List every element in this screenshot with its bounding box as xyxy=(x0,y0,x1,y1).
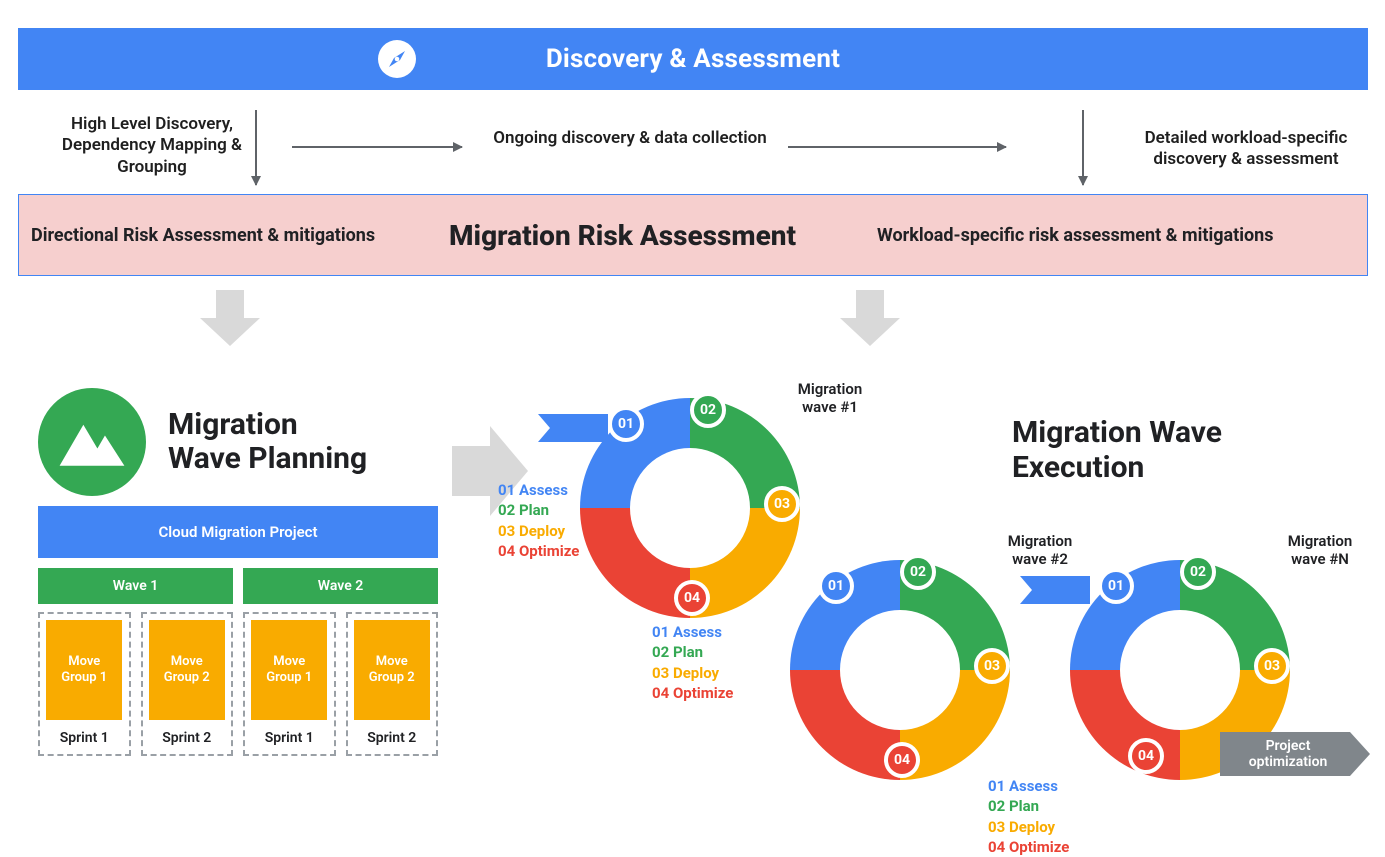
wave-bar: Wave 1 xyxy=(38,568,233,604)
flow-down-arrow-icon xyxy=(840,290,900,350)
cloud-migration-project: Cloud Migration Project Wave 1 Wave 2 Mo… xyxy=(38,506,438,756)
step-dot-03: 03 xyxy=(1254,648,1290,684)
move-group: Move Group 1 xyxy=(46,620,122,720)
execution-title-line2: Execution xyxy=(1012,451,1222,486)
right-arrow-icon xyxy=(292,146,462,148)
flag-icon xyxy=(538,414,608,442)
wave-ring: 01 02 03 04 xyxy=(580,398,800,618)
sprint-label: Sprint 2 xyxy=(367,730,416,746)
legend-deploy: 03 Deploy xyxy=(498,521,579,541)
down-arrow-icon xyxy=(255,110,257,185)
flow-down-arrow-icon xyxy=(200,290,260,350)
sprint-label: Sprint 1 xyxy=(60,730,109,746)
right-arrow-icon xyxy=(788,146,1006,148)
wave-legend: 01 Assess 02 Plan 03 Deploy 04 Optimize xyxy=(988,776,1069,857)
risk-left-text: Directional Risk Assessment & mitigation… xyxy=(31,225,375,246)
legend-plan: 02 Plan xyxy=(498,500,579,520)
move-group: Move Group 2 xyxy=(354,620,430,720)
compass-icon xyxy=(377,39,417,79)
flag-icon xyxy=(1020,576,1090,604)
down-arrow-icon xyxy=(1082,110,1084,185)
legend-optimize: 04 Optimize xyxy=(988,837,1069,857)
step-dot-03: 03 xyxy=(974,648,1010,684)
discovery-right-text: Detailed workload-specific discovery & a… xyxy=(1116,128,1376,171)
sprint-row: Move Group 1 Sprint 1 Move Group 2 Sprin… xyxy=(38,612,438,756)
planning-title: Migration Wave Planning xyxy=(168,408,367,477)
planning-header: Migration Wave Planning xyxy=(38,388,367,496)
discovery-assessment-banner: Discovery & Assessment xyxy=(18,28,1368,90)
wave-legend: 01 Assess 02 Plan 03 Deploy 04 Optimize xyxy=(652,622,733,703)
planning-title-line2: Wave Planning xyxy=(168,442,367,477)
move-group: Move Group 1 xyxy=(251,620,327,720)
diagram-canvas: Discovery & Assessment High Level Discov… xyxy=(0,0,1385,855)
legend-optimize: 04 Optimize xyxy=(652,683,733,703)
wave-bar: Wave 2 xyxy=(243,568,438,604)
step-dot-02: 02 xyxy=(1180,554,1216,590)
wave-title: Migration wave #N xyxy=(1270,532,1370,568)
step-dot-02: 02 xyxy=(900,554,936,590)
risk-mid-title: Migration Risk Assessment xyxy=(449,219,796,252)
step-dot-01: 01 xyxy=(608,406,644,442)
wave-ring: 01 02 03 04 xyxy=(790,560,1010,780)
wave-ring-2: Migration wave #2 01 02 03 04 01 Assess … xyxy=(790,560,1010,780)
legend-assess: 01 Assess xyxy=(988,776,1069,796)
legend-plan: 02 Plan xyxy=(988,796,1069,816)
risk-assessment-band: Directional Risk Assessment & mitigation… xyxy=(18,194,1368,276)
step-dot-04: 04 xyxy=(1128,738,1164,774)
execution-title-line1: Migration Wave xyxy=(1012,416,1222,451)
legend-deploy: 03 Deploy xyxy=(652,663,733,683)
sprint-box: Move Group 1 Sprint 1 xyxy=(243,612,336,756)
wave-title: Migration wave #1 xyxy=(780,380,880,416)
step-dot-02: 02 xyxy=(690,392,726,428)
discovery-row: High Level Discovery, Dependency Mapping… xyxy=(18,108,1368,180)
legend-assess: 01 Assess xyxy=(498,480,579,500)
risk-right-text: Workload-specific risk assessment & miti… xyxy=(877,225,1273,246)
sprint-label: Sprint 1 xyxy=(265,730,314,746)
step-dot-04: 04 xyxy=(674,580,710,616)
project-label-bar: Cloud Migration Project xyxy=(38,506,438,558)
sprint-box: Move Group 2 Sprint 2 xyxy=(346,612,439,756)
discovery-left-text: High Level Discovery, Dependency Mapping… xyxy=(32,114,272,178)
step-dot-01: 01 xyxy=(1098,568,1134,604)
execution-header: Migration Wave Execution xyxy=(1012,416,1222,485)
sprint-box: Move Group 2 Sprint 2 xyxy=(141,612,234,756)
wave-legend: 01 Assess 02 Plan 03 Deploy 04 Optimize xyxy=(498,480,579,561)
step-dot-03: 03 xyxy=(764,486,800,522)
mountain-icon xyxy=(38,388,146,496)
legend-assess: 01 Assess xyxy=(652,622,733,642)
wave-ring-1: Migration wave #1 01 02 03 04 01 Assess … xyxy=(580,398,800,618)
step-dot-04: 04 xyxy=(884,742,920,778)
step-dot-01: 01 xyxy=(818,568,854,604)
sprint-box: Move Group 1 Sprint 1 xyxy=(38,612,131,756)
legend-deploy: 03 Deploy xyxy=(988,817,1069,837)
move-group: Move Group 2 xyxy=(149,620,225,720)
banner-title: Discovery & Assessment xyxy=(546,44,840,74)
discovery-mid-text: Ongoing discovery & data collection xyxy=(490,128,770,149)
waves-row: Wave 1 Wave 2 xyxy=(38,568,438,604)
legend-plan: 02 Plan xyxy=(652,642,733,662)
sprint-label: Sprint 2 xyxy=(162,730,211,746)
legend-optimize: 04 Optimize xyxy=(498,541,579,561)
project-optimization-chevron: Project optimization xyxy=(1220,732,1350,776)
planning-title-line1: Migration xyxy=(168,408,367,443)
